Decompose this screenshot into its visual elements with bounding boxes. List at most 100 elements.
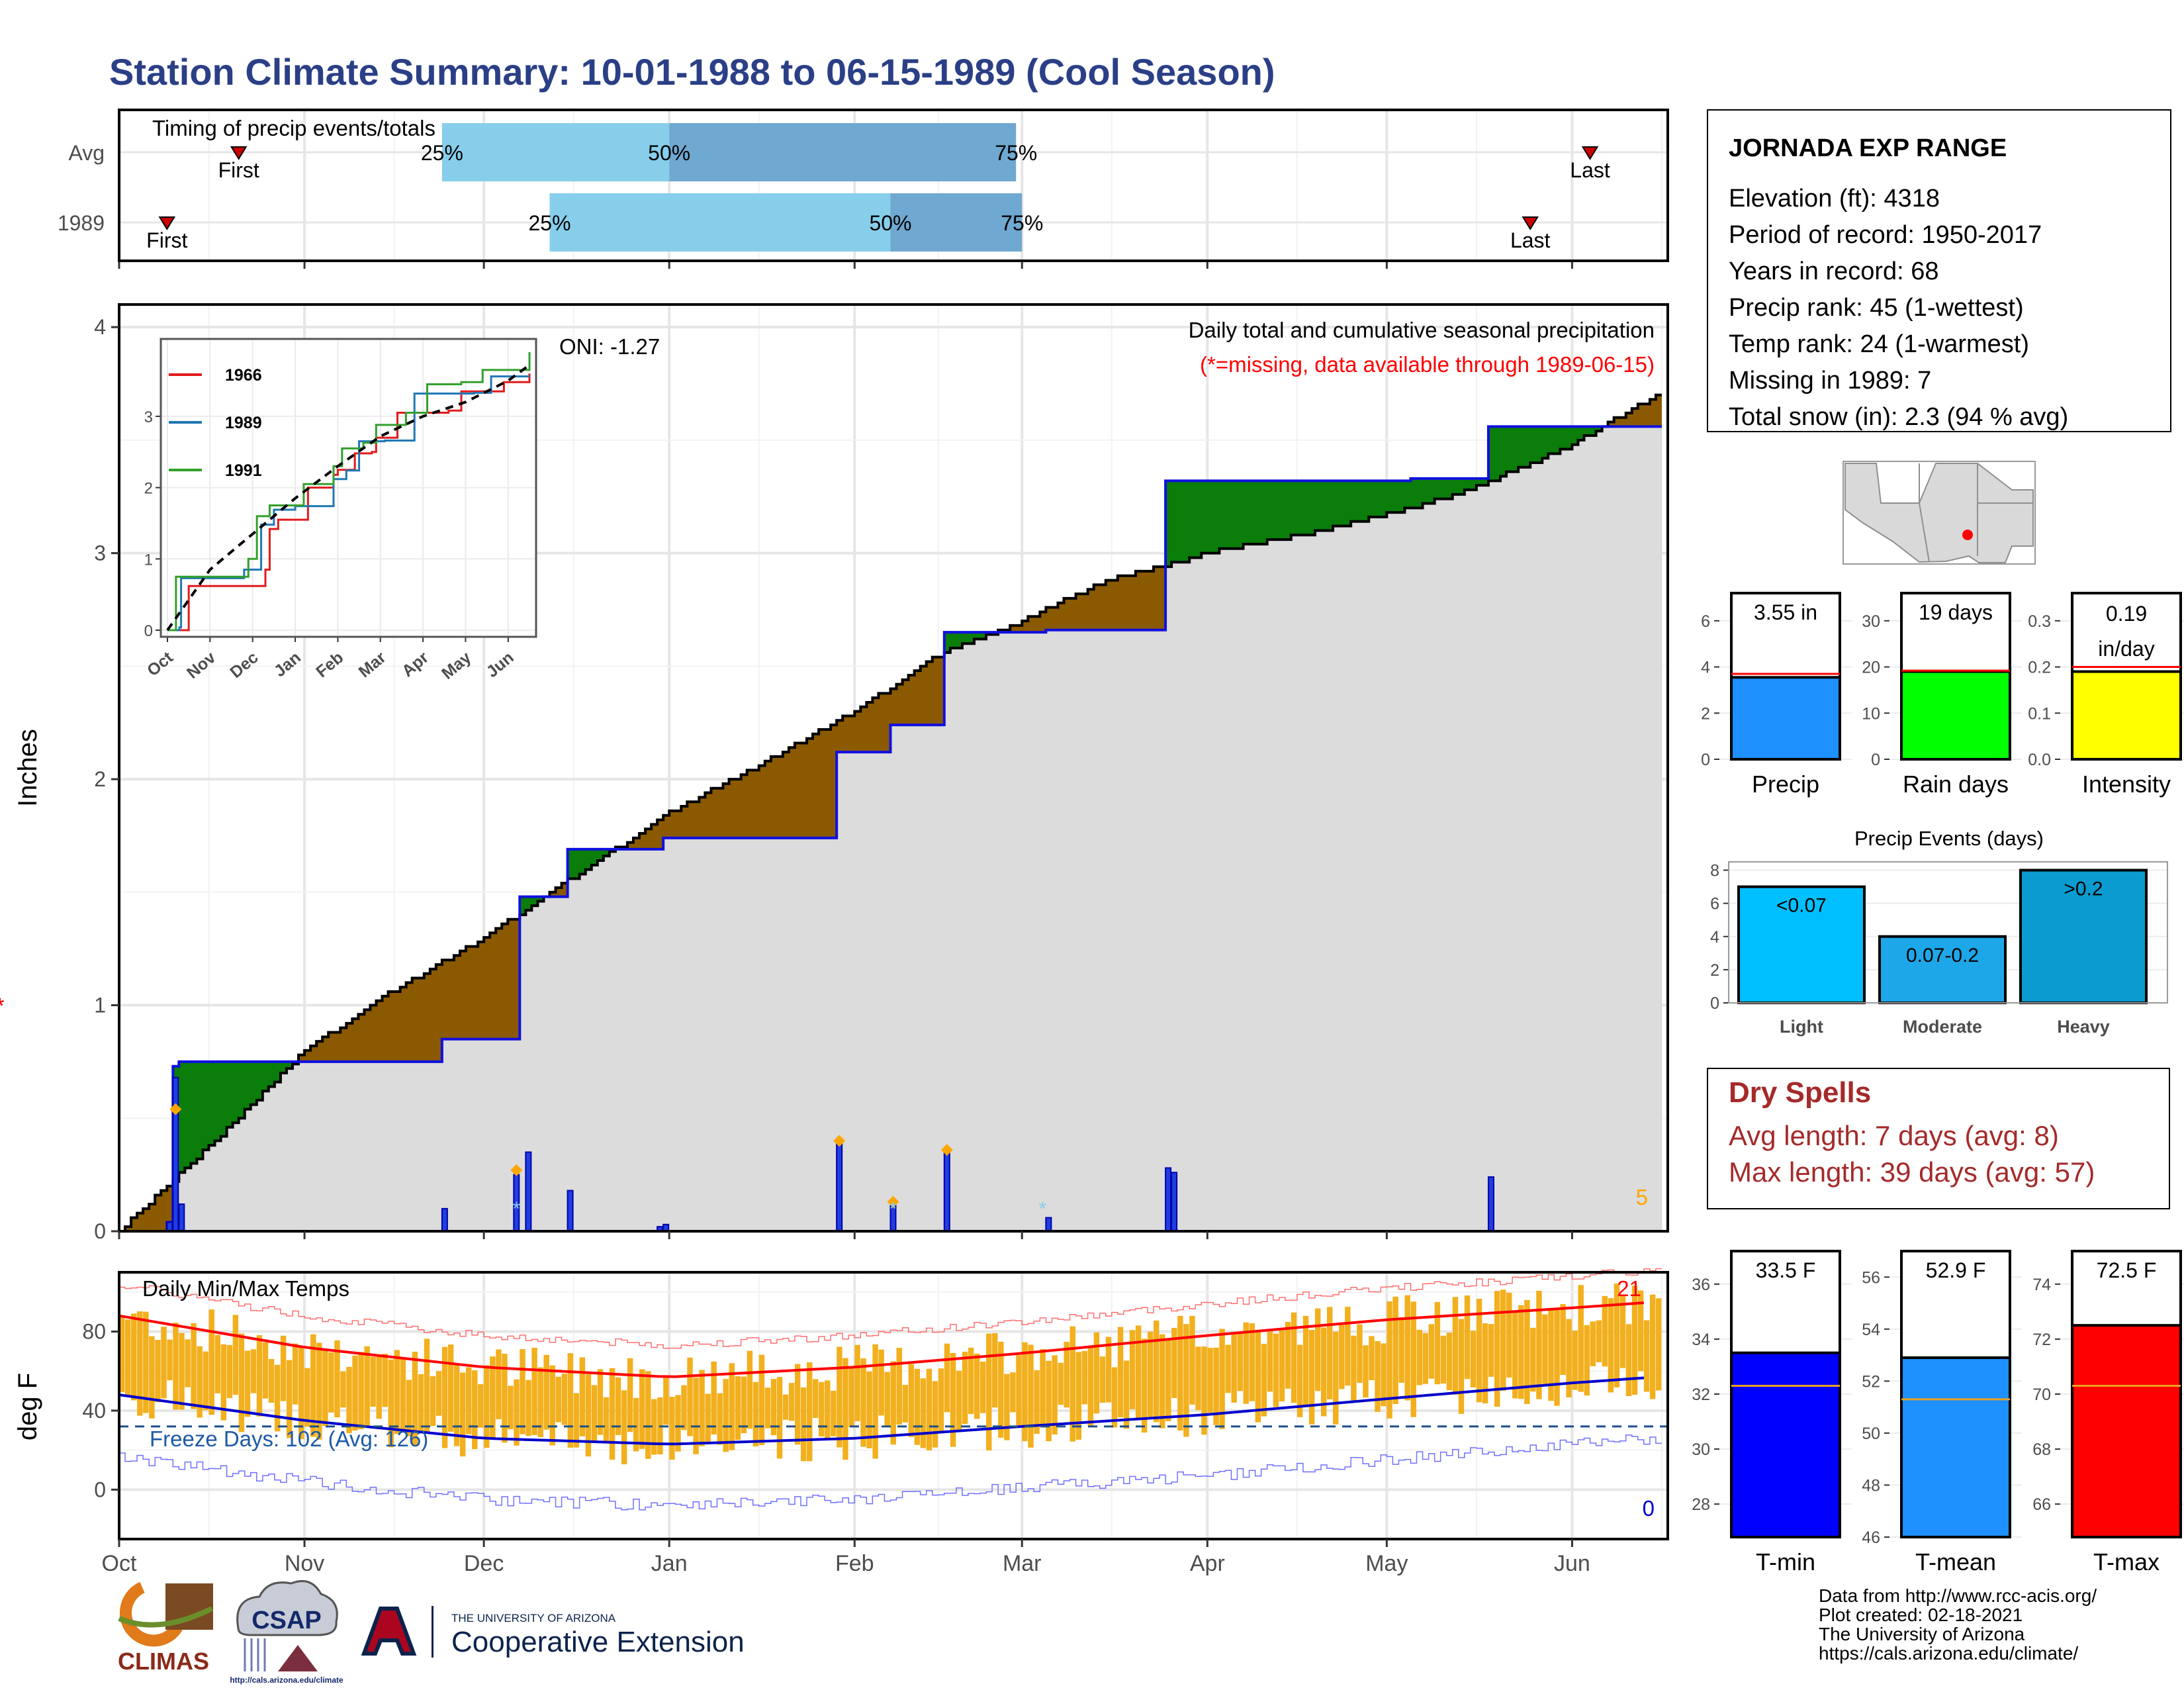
daily-temp-bar: [639, 1369, 645, 1449]
missing-day-marker: *: [0, 994, 4, 1018]
daily-temp-bar: [531, 1348, 537, 1435]
precip-frame: [118, 303, 1669, 1233]
mini-y-tick-label: 46: [1862, 1528, 1880, 1547]
daily-temp-bar: [770, 1379, 777, 1436]
daily-temp-bar: [1022, 1342, 1028, 1442]
daily-temp-bar: [1470, 1331, 1477, 1387]
mini-bar-value-label-2: in/day: [2098, 637, 2154, 661]
daily-precip-bar: [441, 1207, 448, 1232]
daily-temp-bar: [1560, 1304, 1566, 1376]
footer-line: https://cals.arizona.edu/climate/: [1819, 1643, 2078, 1664]
snow-marker: *: [889, 1198, 897, 1220]
daily-temp-bar: [603, 1397, 610, 1443]
daily-temp-bar: [358, 1352, 364, 1430]
daily-precip-bar: [943, 1149, 950, 1232]
temp-y-tick-label: 0: [94, 1477, 106, 1501]
daily-temp-bar: [555, 1376, 561, 1423]
daily-temp-bar: [1129, 1330, 1136, 1409]
daily-temp-bar: [974, 1353, 980, 1419]
ua-small-text: THE UNIVERSITY OF ARIZONA: [451, 1612, 616, 1624]
daily-temp-bar: [1548, 1309, 1554, 1401]
daily-temp-bar: [328, 1352, 334, 1413]
daily-temp-bar: [1016, 1355, 1022, 1426]
daily-temp-bar: [992, 1333, 998, 1408]
timing-bar-25-50: [441, 123, 670, 181]
daily-temp-bar: [1081, 1350, 1088, 1405]
timing-q25-label: 25%: [528, 211, 570, 235]
month-tick-label: Jan: [651, 1551, 688, 1576]
inset-x-tick-label: Jan: [271, 648, 304, 680]
daily-temp-bar: [459, 1372, 466, 1457]
daily-temp-bar: [561, 1374, 568, 1425]
daily-temp-bar: [502, 1354, 508, 1443]
daily-temp-bar: [382, 1354, 388, 1407]
daily-temp-bar: [226, 1344, 233, 1399]
daily-temp-bar: [1536, 1290, 1542, 1399]
daily-precip-bar: [836, 1142, 843, 1232]
daily-temp-bar: [1165, 1340, 1171, 1421]
inset-chart: 1966 1989 1991 0 1 2 3 Oct Nov Dec Jan Feb Mar Apr Ma…: [144, 338, 537, 683]
avg-tmax-line: [118, 1301, 1645, 1378]
csap-url: http://cals.arizona.edu/climate: [230, 1675, 343, 1685]
temp-y-tick-label: 40: [82, 1399, 106, 1423]
daily-temp-bar: [1052, 1355, 1058, 1435]
station-location-dot: [1962, 530, 1973, 540]
daily-temp-bar: [651, 1399, 657, 1455]
daily-temp-bar: [232, 1315, 239, 1395]
daily-temp-bar: [926, 1368, 933, 1451]
daily-temp-bar: [472, 1370, 478, 1450]
mini-y-tick-label: 0.0: [2028, 751, 2051, 769]
daily-temp-bar: [435, 1371, 442, 1416]
csap-logo-text: CSAP: [251, 1607, 322, 1634]
events-y-tick-label: 4: [1710, 928, 1719, 947]
daily-temp-bar: [280, 1335, 287, 1401]
daily-temp-bar: [884, 1372, 890, 1428]
events-bar-label: <0.07: [1776, 895, 1827, 917]
daily-temp-bar: [496, 1349, 502, 1419]
precip-events-chart: Precip Events (days) 0 2 4 6 8 <0.07 Light 0.07…: [1710, 827, 2168, 1037]
mini-bar-name: T-max: [2093, 1548, 2160, 1575]
inset-x-tick-label: Apr: [398, 648, 432, 680]
record-day-marker: [169, 1103, 182, 1115]
daily-temp-bar: [1075, 1352, 1081, 1440]
daily-temp-bar: [1249, 1323, 1255, 1401]
inset-y-tick-label: 1: [144, 551, 153, 569]
inset-series-line: [167, 375, 529, 632]
daily-temp-bar: [1446, 1333, 1453, 1391]
footer: CLIMAS CSAP http://cals.arizona.edu/clim…: [118, 1580, 2097, 1685]
temp-ylabel: deg F: [13, 1373, 42, 1440]
daily-temp-bar: [161, 1327, 167, 1399]
mini-y-tick-label: 52: [1862, 1372, 1880, 1391]
daily-temp-bar: [490, 1356, 496, 1439]
mini-y-tick-label: 2: [1701, 704, 1710, 723]
daily-temp-bar: [573, 1393, 580, 1448]
first-event-marker: [158, 216, 176, 230]
daily-temp-bar: [1243, 1322, 1249, 1404]
inset-frame: [159, 338, 537, 638]
mini-bar-value: [1900, 670, 2011, 761]
daily-temp-bar: [286, 1360, 293, 1438]
inset-series-line: [167, 352, 531, 632]
daily-temp-bar: [962, 1352, 968, 1425]
daily-temp-bar: [794, 1364, 801, 1445]
daily-precip-bar: [178, 1203, 185, 1233]
daily-temp-bar: [663, 1375, 669, 1425]
daily-temp-bar: [520, 1349, 525, 1434]
daily-temp-bar: [238, 1333, 245, 1432]
mini-bar-name: Precip: [1752, 771, 1819, 798]
inset-x-tick-label: Feb: [312, 648, 347, 681]
record-day-marker: [510, 1164, 523, 1176]
mini-y-tick-label: 0: [1871, 751, 1880, 769]
daily-temp-bar: [747, 1350, 753, 1429]
daily-temp-bar: [1099, 1356, 1106, 1403]
daily-temp-bar: [1147, 1331, 1154, 1417]
mini-y-tick-label: 32: [1692, 1385, 1710, 1404]
events-bar-label: >0.2: [2064, 878, 2103, 900]
events-y-tick-label: 6: [1710, 895, 1719, 914]
mini-bar-value: [2071, 670, 2182, 761]
daily-temp-bar: [1285, 1321, 1291, 1389]
daily-temp-bar: [537, 1367, 543, 1437]
station-info-line: Elevation (ft): 4318: [1729, 185, 1940, 212]
mini-y-tick-label: 50: [1862, 1425, 1880, 1443]
timing-bar-50-75: [890, 193, 1023, 252]
